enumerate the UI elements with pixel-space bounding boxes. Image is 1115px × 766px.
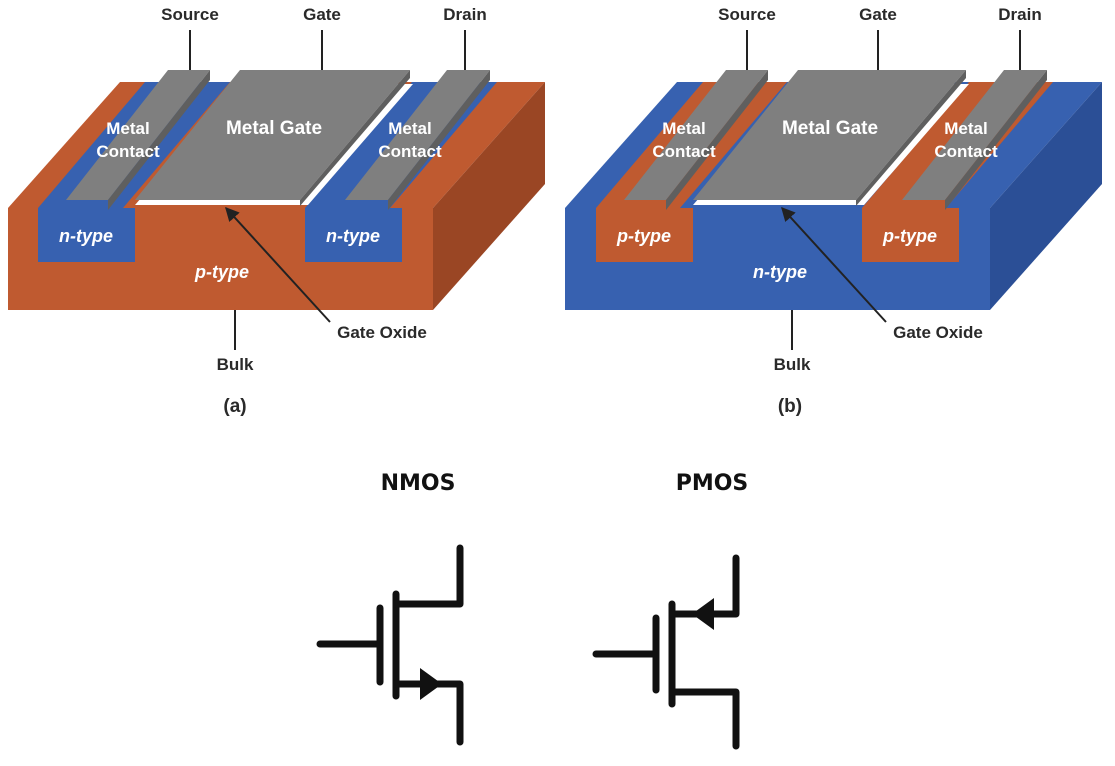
pmos-right-contact-label-1: Metal — [944, 119, 987, 138]
pmos-left-contact-label-2: Contact — [652, 142, 716, 161]
nmos-source-path — [392, 680, 464, 746]
pmos-metal-gate-edge — [856, 70, 966, 206]
nmos-arrow-icon — [420, 668, 442, 700]
nmos-bulk-label: Bulk — [217, 355, 254, 374]
pmos-caption: (b) — [778, 396, 802, 417]
nmos-left-well — [38, 208, 135, 262]
nmos-device: Source Gate Drain Metal Contact Metal Ga… — [8, 5, 545, 417]
nmos-metal-gate-edge — [300, 70, 410, 206]
pmos-drain-label: Drain — [998, 5, 1041, 24]
pmos-bulk-label: Bulk — [774, 355, 811, 374]
pmos-oxide-label: Gate Oxide — [893, 323, 983, 342]
nmos-right-well — [305, 208, 402, 262]
pmos-right-contact — [902, 70, 1047, 200]
nmos-oxide-label: Gate Oxide — [337, 323, 427, 342]
nmos-metal-gate-label: Metal Gate — [226, 118, 322, 139]
pmos-arrow-icon — [692, 598, 714, 630]
pmos-left-well — [596, 208, 693, 262]
nmos-gate-label: Gate — [303, 5, 341, 24]
nmos-drain-label: Drain — [443, 5, 486, 24]
nmos-left-contact-edge — [108, 70, 210, 210]
pmos-gate-label: Gate — [859, 5, 897, 24]
pmos-symbol-icon: PMOS — [592, 471, 749, 750]
nmos-caption: (a) — [223, 396, 246, 417]
pmos-left-contact — [624, 70, 768, 200]
pmos-drain-path — [668, 688, 740, 750]
pmos-metal-gate — [693, 70, 966, 200]
pmos-substrate-side — [990, 82, 1102, 310]
pmos-right-well — [862, 208, 959, 262]
pmos-metal-gate-label: Metal Gate — [782, 118, 878, 139]
nmos-right-contact — [345, 70, 490, 200]
nmos-title: NMOS — [381, 471, 456, 496]
pmos-right-contact-label-2: Contact — [934, 142, 998, 161]
nmos-right-contact-edge — [388, 70, 490, 210]
nmos-left-well-label: n-type — [59, 226, 113, 246]
pmos-right-well-label: p-type — [882, 226, 937, 246]
pmos-left-contact-label-1: Metal — [662, 119, 705, 138]
nmos-symbol-icon: NMOS — [316, 471, 464, 746]
nmos-right-well-label: n-type — [326, 226, 380, 246]
nmos-left-contact-label-1: Metal — [106, 119, 149, 138]
pmos-right-contact-edge — [945, 70, 1047, 210]
nmos-substrate-label: p-type — [194, 262, 249, 282]
pmos-left-well-label: p-type — [616, 226, 671, 246]
nmos-oxide-arrow — [225, 206, 331, 323]
pmos-oxide-arrow — [781, 206, 887, 323]
nmos-left-contact-label-2: Contact — [96, 142, 160, 161]
pmos-title: PMOS — [676, 471, 749, 496]
pmos-source-label: Source — [718, 5, 776, 24]
pmos-substrate-label: n-type — [753, 262, 807, 282]
nmos-metal-gate — [135, 70, 410, 200]
pmos-device: Source Gate Drain Metal Contact Metal Ga… — [565, 5, 1102, 417]
nmos-right-contact-label-2: Contact — [378, 142, 442, 161]
pmos-left-contact-edge — [666, 70, 768, 210]
nmos-source-label: Source — [161, 5, 219, 24]
nmos-substrate-side — [433, 82, 545, 310]
nmos-right-contact-label-1: Metal — [388, 119, 431, 138]
nmos-drain-path — [392, 544, 464, 608]
nmos-left-contact — [66, 70, 210, 200]
